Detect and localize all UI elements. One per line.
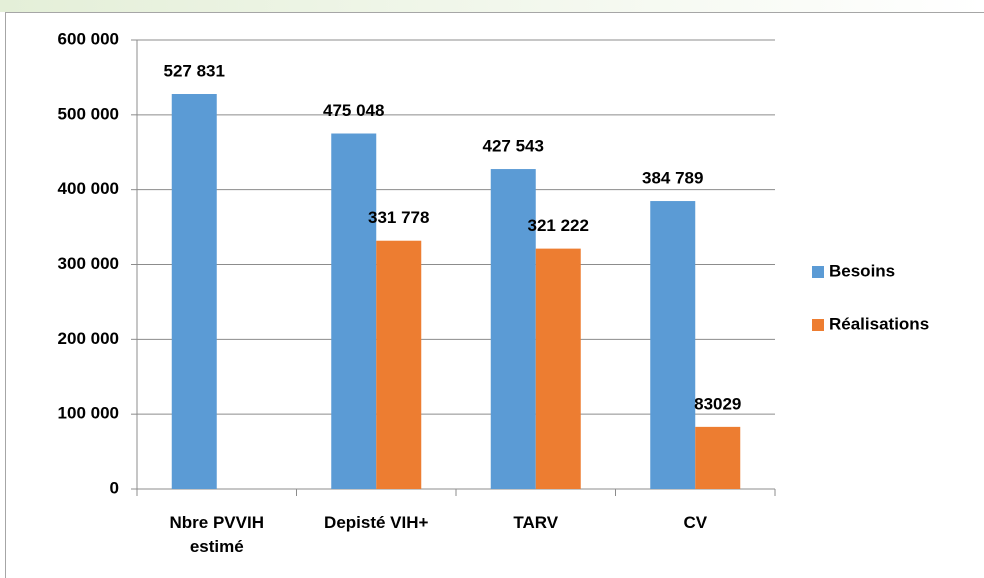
y-tick-label: 600 000 — [58, 29, 119, 48]
bar — [535, 248, 581, 489]
legend-label: Besoins — [829, 261, 895, 280]
value-label: 321 222 — [528, 216, 589, 235]
y-tick-label: 500 000 — [58, 104, 119, 123]
value-label: 527 831 — [164, 61, 225, 80]
x-tick-label: Nbre PVVIH estimé — [169, 513, 264, 556]
legend-label: Réalisations — [829, 314, 929, 333]
value-label: 475 048 — [323, 101, 384, 120]
x-tick-label: CV — [683, 513, 708, 532]
y-tick-label: 400 000 — [58, 179, 119, 198]
x-tick-label: Depisté VIH+ — [324, 513, 429, 532]
bar — [171, 94, 217, 489]
bar — [650, 201, 696, 489]
value-label: 83029 — [694, 394, 741, 413]
y-tick-label: 100 000 — [58, 404, 119, 423]
header-strip — [0, 0, 984, 12]
bar — [376, 240, 422, 489]
y-tick-label: 200 000 — [58, 329, 119, 348]
value-label: 331 778 — [368, 208, 429, 227]
y-tick-label: 0 — [110, 478, 119, 497]
bar — [695, 426, 741, 489]
bar — [331, 133, 377, 490]
legend-swatch — [812, 266, 824, 278]
x-tick-label: TARV — [513, 513, 559, 532]
value-label: 384 789 — [642, 169, 703, 188]
legend-swatch — [812, 319, 824, 331]
y-tick-label: 300 000 — [58, 254, 119, 273]
bar — [490, 169, 536, 489]
chart-border — [5, 12, 984, 578]
value-label: 427 543 — [483, 137, 544, 156]
